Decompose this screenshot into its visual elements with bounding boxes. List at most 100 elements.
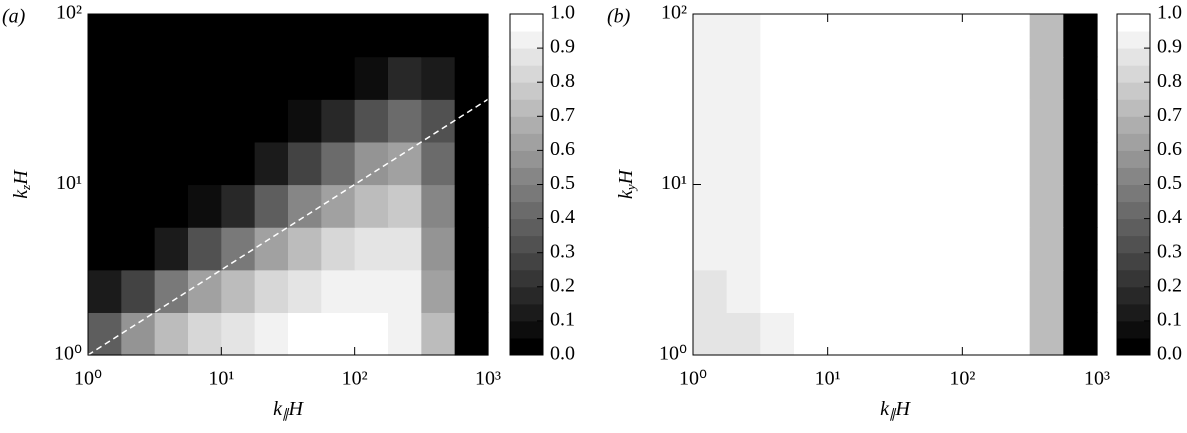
colorbar-band <box>1117 31 1150 49</box>
contour-cell <box>354 56 389 100</box>
contour-cell <box>354 312 389 356</box>
contour-cell <box>827 312 862 356</box>
contour-cell <box>1029 312 1064 356</box>
contour-cell <box>254 312 289 356</box>
colorbar-band <box>510 14 543 32</box>
colorbar-band <box>1117 303 1150 322</box>
contour-cell <box>928 227 963 271</box>
contour-cell <box>995 14 1031 58</box>
contour-cell <box>726 184 761 228</box>
contour-cell <box>121 227 156 271</box>
y-label-base: k <box>10 189 32 199</box>
colorbar-tick-label: 0.2 <box>1157 274 1182 296</box>
contour-cell <box>254 56 289 100</box>
x-tick-label: 10² <box>342 368 368 390</box>
colorbar-band <box>510 48 543 66</box>
contour-cell <box>221 141 256 186</box>
contour-cell <box>121 14 156 58</box>
contour-cell <box>962 184 997 228</box>
colorbar-band <box>510 65 543 83</box>
colorbar-band <box>1117 252 1150 271</box>
contour-cell <box>187 56 222 100</box>
contour-cell <box>693 269 728 313</box>
contour-cell <box>421 141 456 186</box>
contour-cell <box>421 14 456 58</box>
contour-cell <box>154 227 189 271</box>
colorbar-band <box>510 133 543 151</box>
contour-cell <box>827 227 862 271</box>
colorbar-band <box>1117 286 1150 305</box>
contour-cell <box>995 56 1031 100</box>
contour-cell <box>354 141 389 186</box>
colorbar-tick-label: 0.7 <box>1157 104 1182 126</box>
contour-cell <box>760 56 795 100</box>
contour-cell <box>995 269 1031 313</box>
contour-cell <box>454 227 489 271</box>
contour-cell <box>421 184 456 228</box>
contour-cell <box>221 99 256 143</box>
contour-cell <box>321 184 356 228</box>
colorbar-band <box>1117 133 1150 151</box>
colorbar-band <box>510 99 543 117</box>
x-tick-label: 10² <box>949 368 975 390</box>
contour-cell <box>928 312 963 356</box>
contour-cell <box>321 56 356 100</box>
contour-cell <box>726 56 761 100</box>
colorbar-tick-label: 0.1 <box>1157 308 1182 330</box>
contour-cell <box>962 269 997 313</box>
contour-cell <box>793 184 829 228</box>
contour-cell <box>387 184 422 228</box>
contour-cell <box>693 14 728 58</box>
contour-cell <box>421 269 456 313</box>
contour-cell <box>254 184 289 228</box>
y-tick-label: 10¹ <box>661 172 687 194</box>
contour-cell <box>354 227 389 271</box>
colorbar-tick-label: 0.8 <box>550 70 575 92</box>
contour-cell <box>995 312 1031 356</box>
x-label-base: k <box>273 398 283 420</box>
colorbar-band <box>1117 235 1150 254</box>
colorbar-tick-label: 0.0 <box>550 343 575 365</box>
y-axis-label: kyH <box>615 168 638 199</box>
contour-cell <box>1063 14 1098 58</box>
contour-cell <box>321 141 356 186</box>
x-tick-label: 10¹ <box>208 368 234 390</box>
contour-cell <box>221 269 256 313</box>
contour-cell <box>154 99 189 143</box>
colorbar-band <box>510 184 543 203</box>
contour-cell <box>693 99 728 143</box>
contour-cell <box>962 227 997 271</box>
colorbar-band <box>510 116 543 134</box>
contour-cell <box>1029 141 1064 186</box>
contour-cell <box>187 184 222 228</box>
contour-cell <box>121 312 156 356</box>
contour-cell <box>827 269 862 313</box>
contour-cell <box>254 99 289 143</box>
contour-cell <box>760 312 795 356</box>
colorbar-band <box>510 167 543 185</box>
contour-cell <box>928 184 963 228</box>
y-tick-label: 10¹ <box>56 172 82 194</box>
x-label-sub: ∥ <box>889 406 897 421</box>
contour-cell <box>693 56 728 100</box>
contour-cell <box>287 184 322 228</box>
x-label-rest: H <box>287 398 304 420</box>
colorbar-band <box>1117 269 1150 288</box>
contour-cell <box>454 312 489 356</box>
contour-cell <box>861 269 896 313</box>
contour-cell <box>793 56 829 100</box>
contour-cell <box>454 184 489 228</box>
contour-cell <box>88 227 122 271</box>
contour-cell <box>861 312 896 356</box>
colorbar-tick-label: 0.1 <box>550 308 575 330</box>
contour-cell <box>894 141 930 186</box>
contour-cell <box>321 14 356 58</box>
contour-cell <box>760 99 795 143</box>
contour-cell <box>693 227 728 271</box>
contour-cell <box>387 56 422 100</box>
colorbar-band <box>510 320 543 339</box>
contour-cell <box>321 99 356 143</box>
contour-cell <box>928 56 963 100</box>
